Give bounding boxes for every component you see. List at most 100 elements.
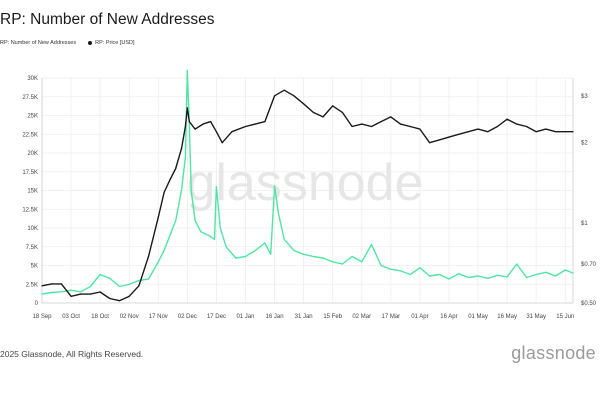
series-new-addresses-point (419, 267, 421, 269)
series-new-addresses-point (51, 291, 53, 294)
y-left-tick-label: 0 (35, 301, 39, 307)
series-new-addresses-point (332, 261, 334, 263)
series-new-addresses-point (448, 278, 450, 280)
series-price-point (109, 297, 111, 300)
series-price-point (118, 300, 121, 302)
series-new-addresses-point (525, 276, 528, 279)
series-new-addresses-point (213, 238, 216, 240)
series-price-point (231, 131, 233, 133)
series-price-point (467, 131, 469, 133)
series-new-addresses-point (312, 255, 314, 258)
series-price-point (341, 111, 343, 113)
series-price-point (186, 107, 188, 109)
series-new-addresses-point (564, 269, 566, 271)
series-new-addresses-point (186, 69, 188, 72)
series-new-addresses-point (322, 257, 324, 259)
series-new-addresses-point (194, 219, 196, 222)
series-price-point (332, 105, 334, 107)
series-price-point (210, 121, 212, 123)
legend-label-addresses: RP: Number of New Addresses (0, 40, 77, 46)
series-price-point (293, 95, 295, 97)
series-new-addresses-point (264, 242, 266, 244)
series-price-point (535, 131, 537, 133)
series-price-point (283, 89, 285, 91)
series-price-point (429, 142, 431, 144)
series-price-point (80, 293, 82, 295)
series-price-point (438, 139, 440, 141)
series-new-addresses-point (219, 227, 221, 229)
series-new-addresses-point (128, 283, 130, 285)
series-new-addresses-point (283, 238, 285, 240)
series-price-point (399, 123, 402, 125)
series-price-point (202, 123, 204, 125)
series-new-addresses-point (41, 293, 43, 295)
series-price-point (138, 285, 140, 287)
series-new-addresses-point (487, 277, 489, 279)
series-price-point (380, 121, 382, 123)
series-new-addresses-point (545, 271, 547, 273)
series-new-addresses-point (148, 278, 150, 280)
series-price-point (244, 125, 247, 128)
series-new-addresses-point (180, 189, 183, 192)
series-price-point (254, 123, 256, 125)
legend-item-addresses[interactable]: RP: Number of New Addresses (0, 40, 76, 46)
series-price-point (70, 295, 72, 297)
y-left-tick-label: 25K (27, 114, 38, 120)
series-new-addresses-point (70, 289, 72, 291)
copyright-text: 2025 Glassnode, All Rights Reserved. (0, 349, 144, 359)
series-new-addresses-point (138, 279, 140, 282)
series-price-point (390, 116, 392, 118)
series-new-addresses-point (351, 255, 353, 258)
chart-title: RP: Number of New Addresses (0, 11, 215, 28)
series-price-point (477, 128, 479, 130)
series-new-addresses-point (506, 276, 508, 278)
series-new-addresses-point (270, 253, 272, 255)
x-tick-label: 02 Dec (178, 314, 197, 320)
series-price-point (564, 131, 566, 133)
y-left-tick-label: 20K (27, 151, 38, 157)
x-tick-label: 18 Sep (32, 314, 52, 320)
x-tick-label: 15 Jun (556, 314, 574, 320)
series-price-point (303, 103, 305, 105)
series-price-point (184, 125, 186, 128)
series-new-addresses-point (467, 276, 469, 279)
series-price-point (487, 131, 489, 133)
series-new-addresses-point (175, 219, 177, 222)
x-tick-label: 17 Nov (149, 314, 168, 320)
x-tick-label: 16 Apr (440, 314, 457, 320)
series-price-point (496, 125, 498, 128)
grid-lines (41, 77, 573, 304)
series-new-addresses-point (409, 273, 411, 276)
x-tick-label: 18 Oct (91, 314, 109, 320)
series-new-addresses-point (235, 257, 237, 259)
legend-item-price[interactable]: RP: Price [USD] (88, 40, 135, 46)
series-price-point (89, 293, 91, 295)
x-tick-label: 16 May (497, 314, 517, 320)
series-price-point (41, 285, 43, 287)
y-left-tick-label: 5K (31, 264, 38, 270)
series-new-addresses-point (361, 261, 363, 263)
y-left-tick-label: 10K (27, 226, 38, 232)
y-left-tick-label: 30K (27, 76, 38, 82)
series-new-addresses-point (190, 189, 192, 192)
x-tick-label: 17 Dec (207, 314, 226, 320)
series-new-addresses-point (244, 255, 247, 258)
series-price-point (458, 133, 460, 135)
series-new-addresses-point (458, 273, 460, 275)
series-price-point (175, 167, 177, 170)
chart-axes (41, 78, 574, 304)
series-price-point (221, 142, 223, 144)
y-left-tick-label: 27.5K (22, 95, 38, 101)
x-tick-label: 17 Mar (381, 314, 400, 320)
y-left-tick-label: 15K (27, 189, 38, 195)
watermark-text: glassnode (186, 154, 423, 212)
y-right-tick-label: $0.70 (581, 262, 597, 268)
series-new-addresses (41, 69, 574, 295)
series-new-addresses-point (163, 249, 165, 252)
y-right-tick-label: $3 (581, 94, 588, 100)
series-price-point (51, 283, 53, 285)
series-price-point (128, 295, 130, 297)
series-new-addresses-point (157, 261, 159, 263)
series-price-point (555, 131, 557, 133)
